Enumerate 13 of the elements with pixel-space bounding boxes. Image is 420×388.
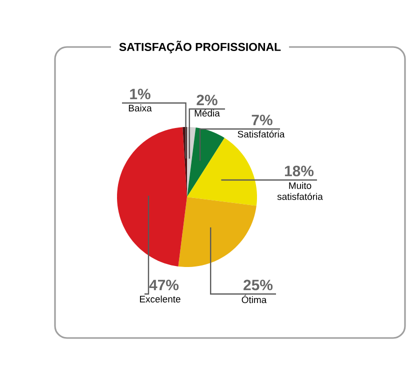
slice-label: Muito satisfatória bbox=[277, 182, 323, 200]
data-label: 7% bbox=[252, 114, 272, 126]
slice-label: Satisfatória bbox=[238, 130, 285, 138]
slice-label: Baixa bbox=[128, 104, 152, 112]
data-label: 2% bbox=[196, 94, 218, 106]
slice-label: Ótima bbox=[242, 294, 267, 304]
chart-title: SATISFAÇÃO PROFISSIONAL bbox=[119, 40, 281, 54]
slice-label: Média bbox=[194, 109, 220, 117]
data-label: 47% bbox=[149, 280, 179, 290]
slice-label: Excelente bbox=[140, 296, 180, 302]
data-label: 1% bbox=[130, 88, 150, 100]
data-label: 25% bbox=[244, 280, 273, 290]
data-label: 18% bbox=[284, 166, 314, 176]
